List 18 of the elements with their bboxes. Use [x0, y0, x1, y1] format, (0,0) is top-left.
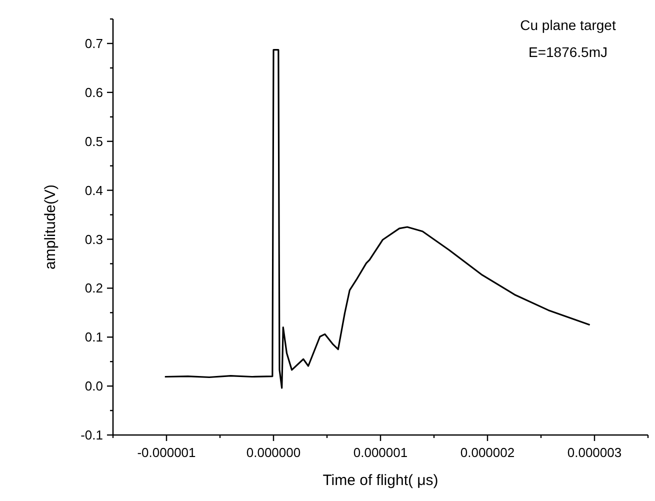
x-tick-label: 0.000001: [353, 445, 408, 460]
y-tick-label: -0.1: [80, 428, 103, 443]
annotation: E=1876.5mJ: [528, 44, 608, 60]
x-axis-title: Time of flight( μs): [322, 472, 438, 489]
y-tick-label: 0.7: [84, 36, 103, 52]
y-tick-label: 0.5: [84, 134, 103, 149]
y-tick-label: 0.6: [84, 84, 103, 100]
y-tick-label: 0.0: [84, 378, 103, 394]
y-tick-label: 0.2: [84, 280, 103, 296]
x-tick-label: 0.000000: [246, 445, 301, 460]
x-tick-label: 0.000002: [460, 445, 515, 460]
x-tick-label: 0.000003: [567, 445, 622, 460]
y-tick-label: 0.1: [84, 330, 103, 345]
x-tick-label: -0.000001: [137, 445, 196, 460]
y-tick-label: 0.3: [84, 232, 103, 247]
y-tick-label: 0.4: [84, 182, 103, 198]
annotation: Cu plane target: [520, 17, 616, 33]
y-axis-title: amplitude(V): [42, 184, 59, 270]
